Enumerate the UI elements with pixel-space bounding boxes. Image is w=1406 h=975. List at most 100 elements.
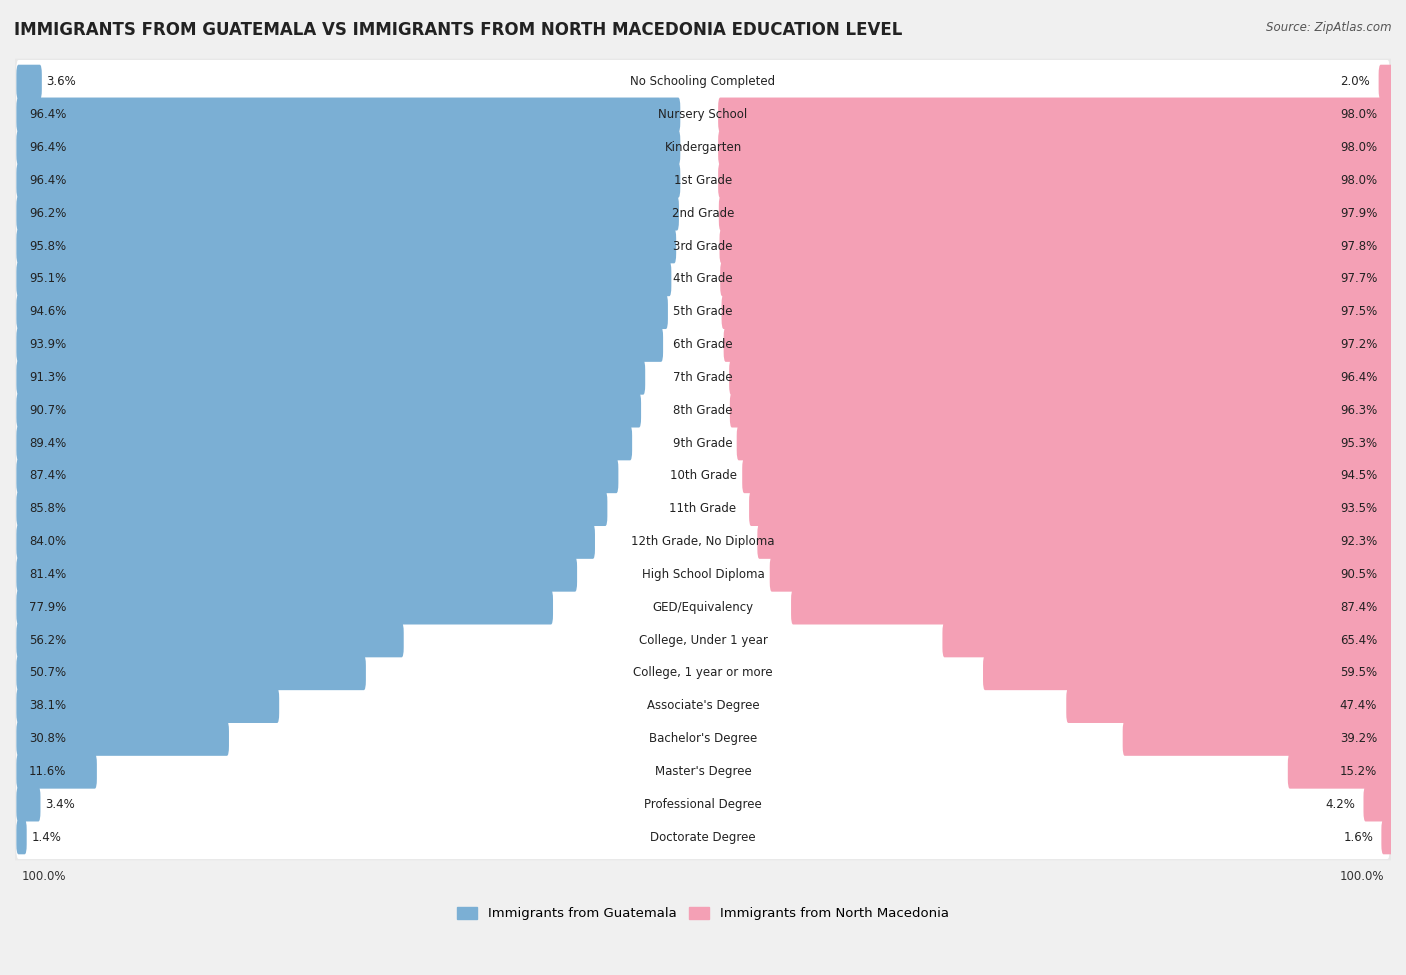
FancyBboxPatch shape [17,426,633,460]
Text: 4th Grade: 4th Grade [673,272,733,286]
Text: 100.0%: 100.0% [22,870,66,883]
Text: 87.4%: 87.4% [28,469,66,483]
Text: 4.2%: 4.2% [1326,798,1355,811]
FancyBboxPatch shape [17,454,1389,498]
FancyBboxPatch shape [13,420,1393,466]
FancyBboxPatch shape [17,59,1389,104]
Text: 2nd Grade: 2nd Grade [672,207,734,219]
FancyBboxPatch shape [792,590,1393,625]
FancyBboxPatch shape [13,387,1393,434]
FancyBboxPatch shape [742,458,1393,493]
FancyBboxPatch shape [17,163,681,198]
FancyBboxPatch shape [13,322,1393,368]
FancyBboxPatch shape [17,491,607,526]
FancyBboxPatch shape [17,787,41,822]
Text: IMMIGRANTS FROM GUATEMALA VS IMMIGRANTS FROM NORTH MACEDONIA EDUCATION LEVEL: IMMIGRANTS FROM GUATEMALA VS IMMIGRANTS … [14,21,903,39]
FancyBboxPatch shape [17,257,1389,301]
Text: 10th Grade: 10th Grade [669,469,737,483]
FancyBboxPatch shape [13,223,1393,269]
Text: 6th Grade: 6th Grade [673,338,733,351]
FancyBboxPatch shape [13,190,1393,237]
FancyBboxPatch shape [17,360,645,395]
FancyBboxPatch shape [13,584,1393,631]
FancyBboxPatch shape [17,520,1389,564]
Text: GED/Equivalency: GED/Equivalency [652,601,754,613]
Text: 96.4%: 96.4% [28,108,66,121]
FancyBboxPatch shape [17,294,668,329]
FancyBboxPatch shape [17,585,1389,629]
Text: 38.1%: 38.1% [28,699,66,713]
Text: 56.2%: 56.2% [28,634,66,646]
FancyBboxPatch shape [17,388,1389,432]
Text: 7th Grade: 7th Grade [673,370,733,384]
Legend: Immigrants from Guatemala, Immigrants from North Macedonia: Immigrants from Guatemala, Immigrants fr… [451,902,955,925]
FancyBboxPatch shape [17,421,1389,465]
FancyBboxPatch shape [17,393,641,427]
Text: 95.1%: 95.1% [28,272,66,286]
FancyBboxPatch shape [718,163,1393,198]
Text: 94.5%: 94.5% [1340,469,1378,483]
FancyBboxPatch shape [17,815,1389,859]
FancyBboxPatch shape [1364,787,1393,822]
FancyBboxPatch shape [718,196,1393,230]
FancyBboxPatch shape [13,58,1393,105]
Text: 59.5%: 59.5% [1340,666,1378,680]
FancyBboxPatch shape [17,782,1389,826]
FancyBboxPatch shape [730,393,1393,427]
Text: Master's Degree: Master's Degree [655,765,751,778]
FancyBboxPatch shape [718,131,1393,165]
FancyBboxPatch shape [17,618,1389,662]
FancyBboxPatch shape [13,486,1393,532]
Text: 97.8%: 97.8% [1340,240,1378,253]
Text: 94.6%: 94.6% [28,305,66,318]
FancyBboxPatch shape [17,261,671,296]
FancyBboxPatch shape [17,750,1389,794]
FancyBboxPatch shape [17,717,1389,760]
Text: 97.9%: 97.9% [1340,207,1378,219]
FancyBboxPatch shape [17,323,1389,367]
FancyBboxPatch shape [17,191,1389,235]
FancyBboxPatch shape [13,551,1393,598]
Text: 65.4%: 65.4% [1340,634,1378,646]
Text: Nursery School: Nursery School [658,108,748,121]
Text: 2.0%: 2.0% [1340,75,1371,89]
FancyBboxPatch shape [1122,722,1393,756]
FancyBboxPatch shape [749,491,1393,526]
Text: 84.0%: 84.0% [28,535,66,548]
FancyBboxPatch shape [13,781,1393,828]
Text: 39.2%: 39.2% [1340,732,1378,745]
Text: Source: ZipAtlas.com: Source: ZipAtlas.com [1267,21,1392,34]
Text: 30.8%: 30.8% [28,732,66,745]
FancyBboxPatch shape [1288,754,1393,789]
Text: 77.9%: 77.9% [28,601,66,613]
Text: Doctorate Degree: Doctorate Degree [650,831,756,843]
Text: 1.6%: 1.6% [1343,831,1374,843]
FancyBboxPatch shape [13,682,1393,729]
Text: 98.0%: 98.0% [1340,108,1378,121]
FancyBboxPatch shape [13,716,1393,761]
Text: Associate's Degree: Associate's Degree [647,699,759,713]
Text: Kindergarten: Kindergarten [665,141,741,154]
FancyBboxPatch shape [13,354,1393,401]
Text: 97.7%: 97.7% [1340,272,1378,286]
FancyBboxPatch shape [13,814,1393,860]
Text: 98.0%: 98.0% [1340,174,1378,187]
Text: 12th Grade, No Diploma: 12th Grade, No Diploma [631,535,775,548]
FancyBboxPatch shape [17,525,595,559]
Text: 96.4%: 96.4% [28,141,66,154]
FancyBboxPatch shape [724,328,1393,362]
FancyBboxPatch shape [1381,820,1393,854]
FancyBboxPatch shape [17,290,1389,333]
Text: College, Under 1 year: College, Under 1 year [638,634,768,646]
Text: 47.4%: 47.4% [1340,699,1378,713]
Text: 93.9%: 93.9% [28,338,66,351]
Text: 97.5%: 97.5% [1340,305,1378,318]
FancyBboxPatch shape [17,224,1389,268]
Text: 92.3%: 92.3% [1340,535,1378,548]
FancyBboxPatch shape [720,229,1393,263]
FancyBboxPatch shape [17,328,664,362]
FancyBboxPatch shape [17,820,27,854]
Text: 87.4%: 87.4% [1340,601,1378,613]
Text: 95.8%: 95.8% [28,240,66,253]
FancyBboxPatch shape [17,623,404,657]
